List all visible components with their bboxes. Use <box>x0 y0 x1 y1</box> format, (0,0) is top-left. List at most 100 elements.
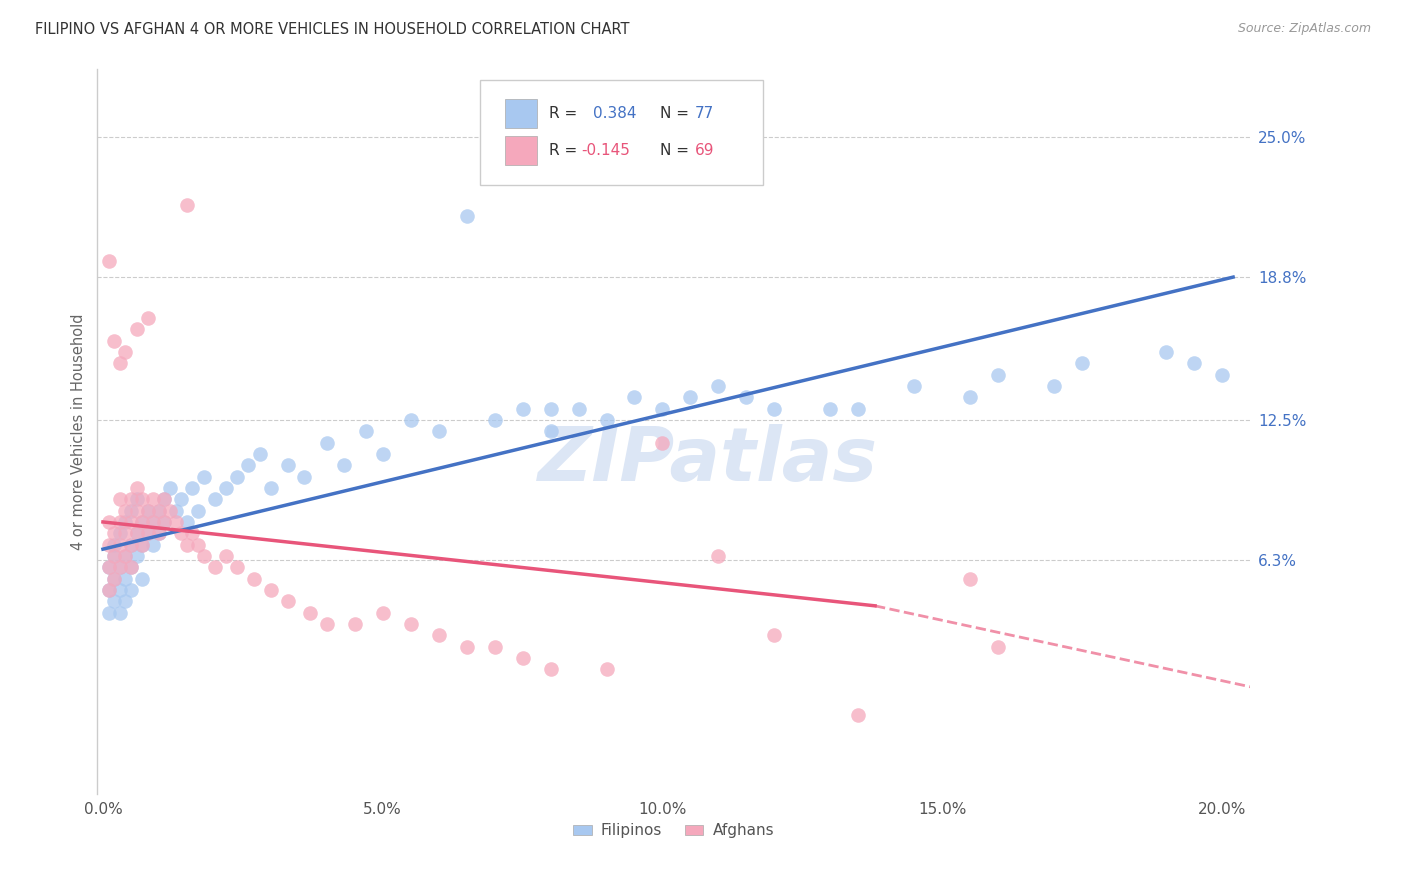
Point <box>1154 345 1177 359</box>
Text: -0.145: -0.145 <box>582 143 630 158</box>
Point <box>484 640 506 654</box>
Point <box>238 458 260 473</box>
Point <box>153 492 176 507</box>
Point <box>114 594 136 608</box>
Point <box>153 515 176 529</box>
Point <box>371 447 394 461</box>
Point <box>170 492 193 507</box>
Point <box>131 538 153 552</box>
Point <box>103 594 125 608</box>
Text: 0.384: 0.384 <box>593 106 637 121</box>
Point <box>136 503 159 517</box>
Point <box>120 582 142 597</box>
Point <box>215 549 238 563</box>
Point <box>114 549 136 563</box>
Point <box>108 356 131 370</box>
Point <box>120 538 142 552</box>
Point <box>193 549 215 563</box>
Point <box>97 560 120 574</box>
Point <box>136 503 159 517</box>
Point <box>987 368 1010 382</box>
Point <box>108 560 131 574</box>
Point <box>249 447 271 461</box>
Point <box>103 549 125 563</box>
Point <box>260 481 283 495</box>
Text: FILIPINO VS AFGHAN 4 OR MORE VEHICLES IN HOUSEHOLD CORRELATION CHART: FILIPINO VS AFGHAN 4 OR MORE VEHICLES IN… <box>35 22 630 37</box>
Point <box>456 209 478 223</box>
Point <box>298 606 321 620</box>
Point <box>125 549 148 563</box>
Point <box>97 254 120 268</box>
Point <box>108 526 131 541</box>
Point <box>120 560 142 574</box>
Point <box>846 401 869 416</box>
Point <box>846 707 869 722</box>
Point <box>763 628 786 642</box>
Point <box>103 526 125 541</box>
Point <box>120 492 142 507</box>
Point <box>987 640 1010 654</box>
Point <box>651 435 673 450</box>
Point <box>735 390 758 404</box>
Point <box>181 526 204 541</box>
Point <box>512 401 534 416</box>
Point <box>371 606 394 620</box>
Point <box>97 582 120 597</box>
Point <box>651 401 673 416</box>
Point <box>97 560 120 574</box>
Point <box>1182 356 1205 370</box>
Point <box>292 469 315 483</box>
Point <box>181 481 204 495</box>
Point <box>315 435 337 450</box>
Text: R =: R = <box>548 143 582 158</box>
Point <box>108 582 131 597</box>
Point <box>1043 379 1066 393</box>
Point <box>399 617 422 632</box>
Point <box>97 582 120 597</box>
Point <box>343 617 366 632</box>
Point <box>176 538 198 552</box>
Point <box>103 572 125 586</box>
Point <box>103 538 125 552</box>
Point <box>260 582 283 597</box>
Point <box>103 334 125 348</box>
Point <box>1071 356 1094 370</box>
Point <box>131 515 153 529</box>
Point <box>103 572 125 586</box>
Point <box>165 503 187 517</box>
Point <box>125 503 148 517</box>
Point <box>125 526 148 541</box>
Text: 69: 69 <box>695 143 714 158</box>
Point <box>114 515 136 529</box>
Point <box>187 503 209 517</box>
Point <box>142 515 165 529</box>
Point <box>108 492 131 507</box>
Point <box>131 572 153 586</box>
Point <box>707 379 730 393</box>
Point <box>136 310 159 325</box>
Point <box>820 401 842 416</box>
Point <box>204 492 226 507</box>
Point <box>108 515 131 529</box>
Text: 77: 77 <box>695 106 714 121</box>
Point <box>176 197 198 211</box>
Point <box>159 481 181 495</box>
Text: N =: N = <box>659 106 693 121</box>
Point <box>707 549 730 563</box>
Point <box>595 413 617 427</box>
Point <box>97 515 120 529</box>
Point <box>148 526 170 541</box>
Point <box>136 526 159 541</box>
Point <box>193 469 215 483</box>
Point <box>131 538 153 552</box>
Point <box>114 549 136 563</box>
Point <box>148 503 170 517</box>
Point <box>226 560 249 574</box>
Point <box>120 538 142 552</box>
Point <box>108 560 131 574</box>
Point <box>114 345 136 359</box>
Point <box>540 424 562 438</box>
Point <box>159 503 181 517</box>
Text: N =: N = <box>659 143 693 158</box>
Point <box>512 651 534 665</box>
